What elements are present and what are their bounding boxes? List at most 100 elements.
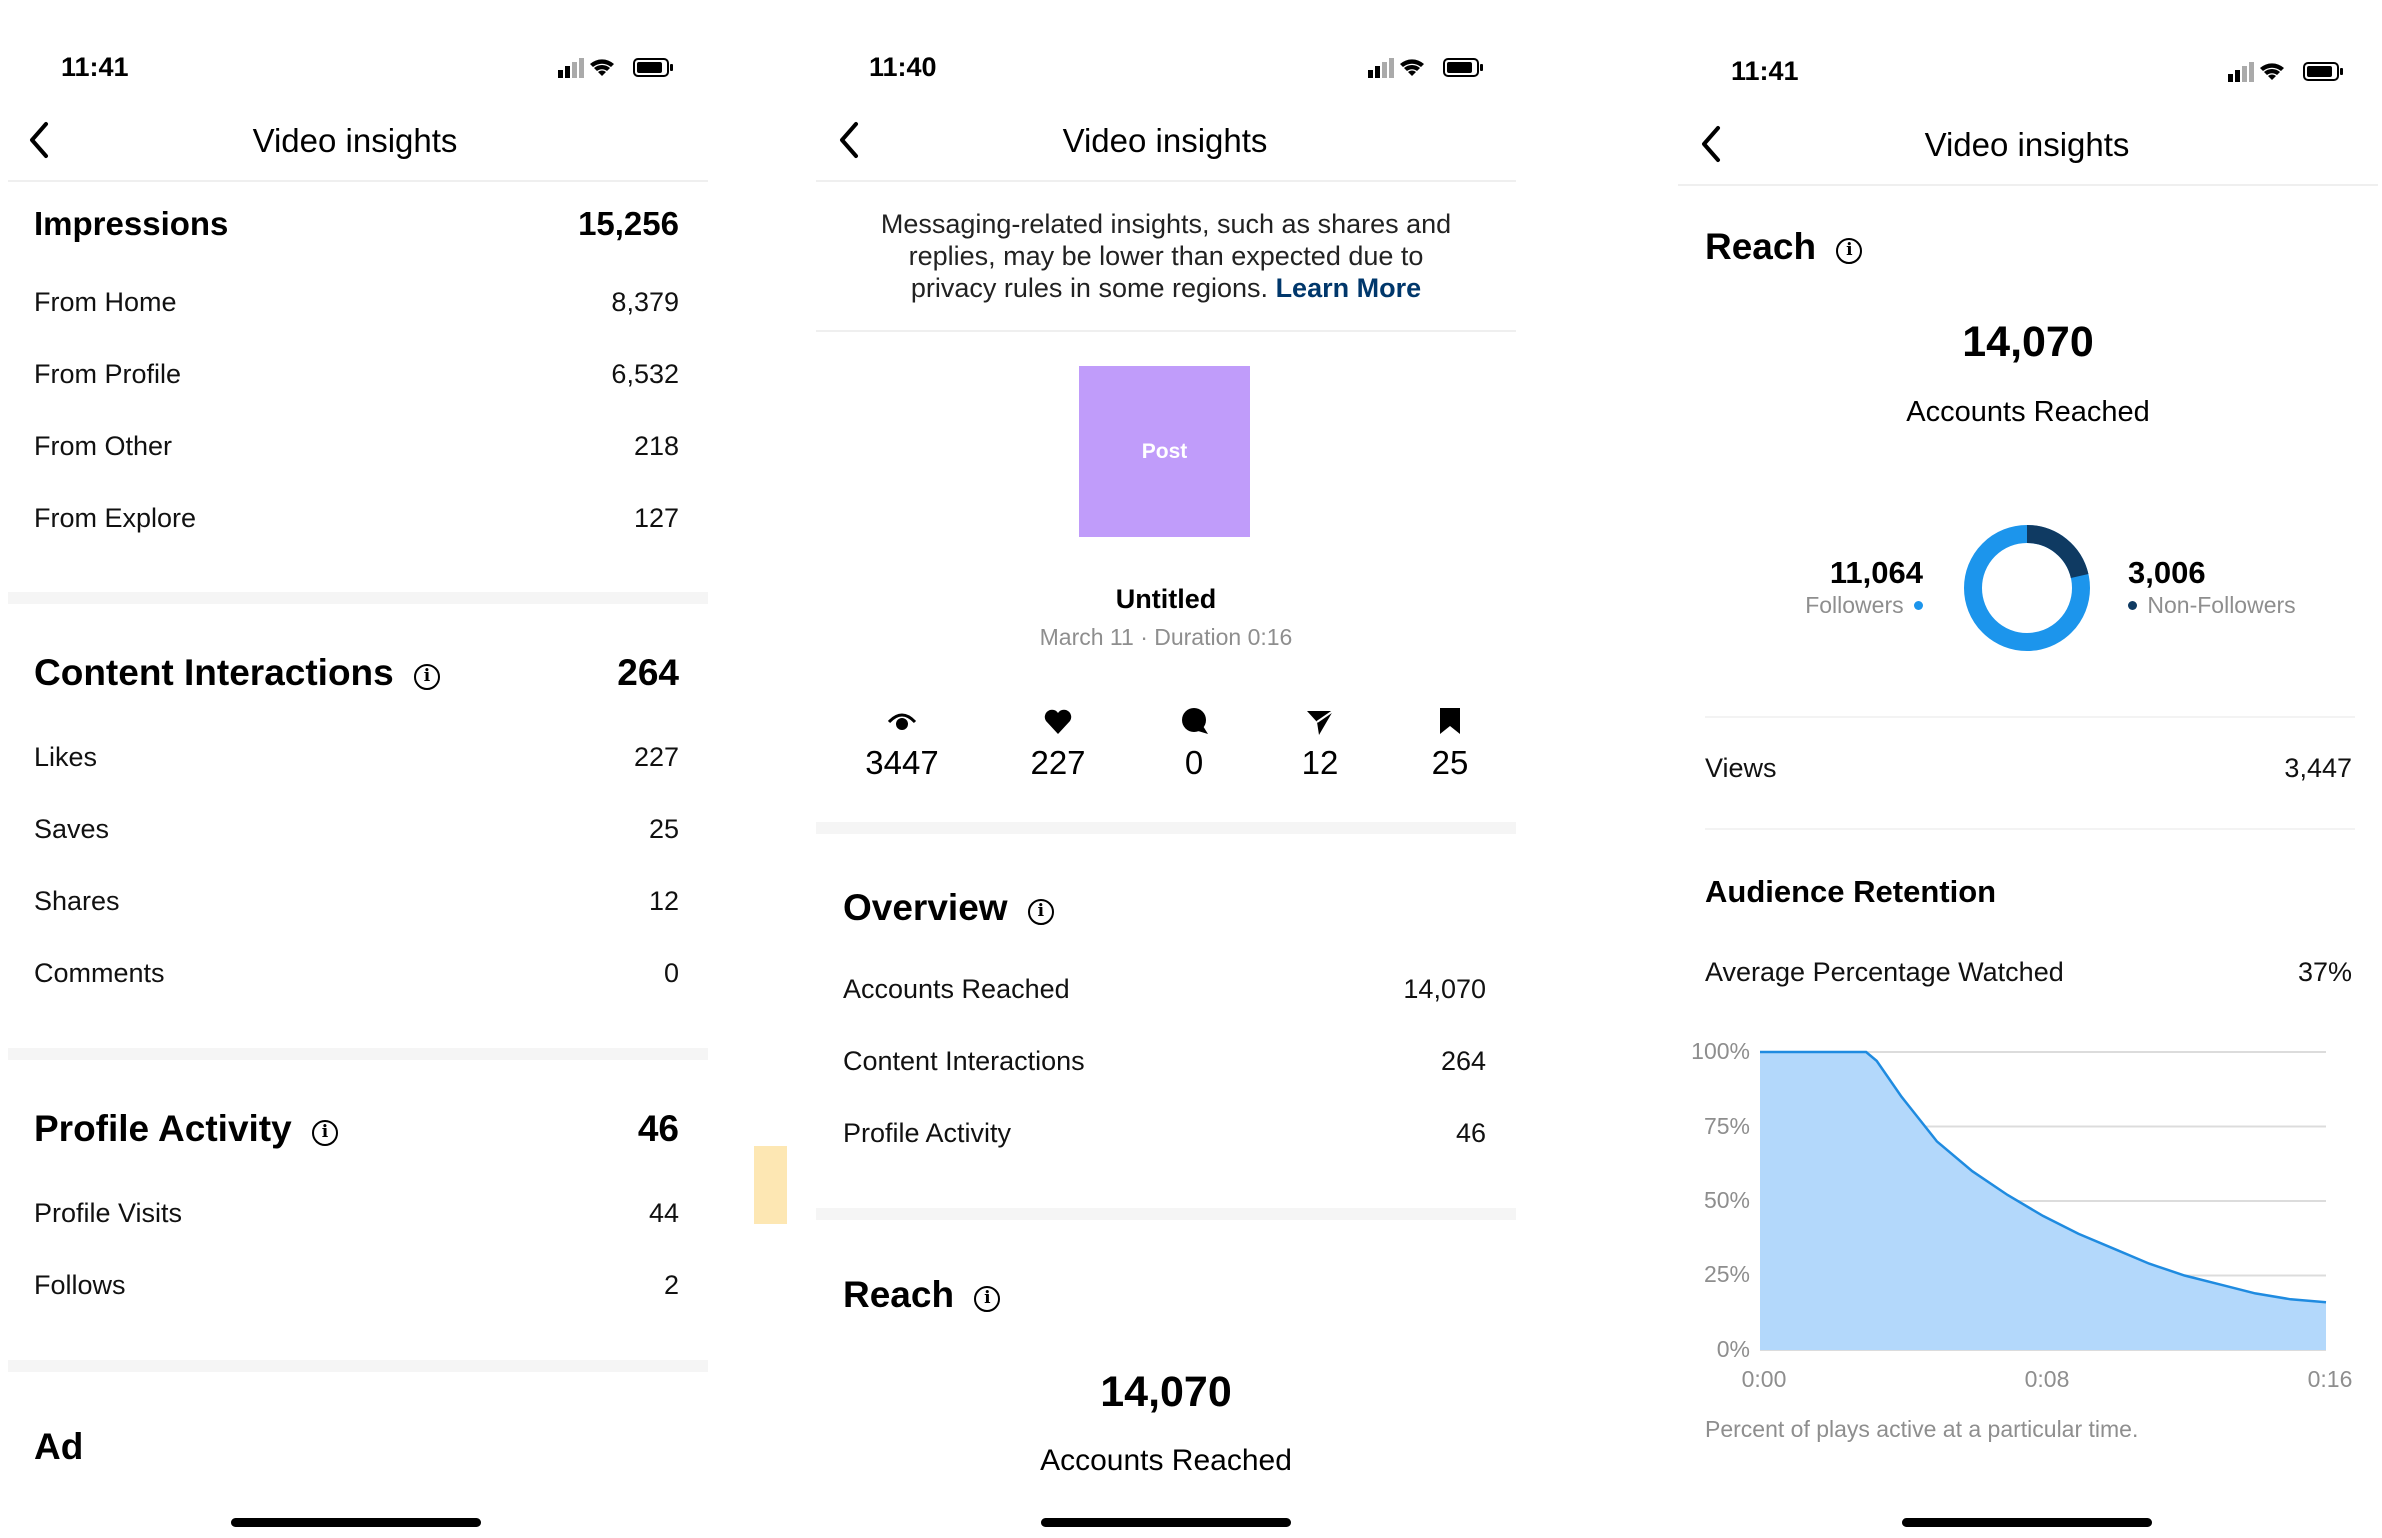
home-indicator[interactable] xyxy=(1041,1518,1291,1527)
post-title: Untitled xyxy=(1115,584,1217,614)
non-followers-value: 3,006 xyxy=(2128,555,2206,590)
ad-label: Ad xyxy=(34,1426,84,1467)
x-tick: 0:16 xyxy=(2307,1366,2353,1392)
page-title: Video insights xyxy=(1924,126,2130,163)
retention-chart xyxy=(1760,1050,2327,1351)
profile-activity-title: Profile Activity i xyxy=(34,1108,338,1150)
learn-more-link[interactable]: Learn More xyxy=(1275,273,1422,303)
likes-count: 227 xyxy=(1030,744,1086,781)
status-icons xyxy=(2228,62,2343,82)
row-value: 2 xyxy=(663,1270,679,1300)
profile-activity-value: 46 xyxy=(637,1108,679,1149)
wifi-icon xyxy=(590,59,614,76)
row-value: 8,379 xyxy=(611,287,679,317)
row-value: 218 xyxy=(633,431,679,461)
content-interactions-value: 264 xyxy=(617,652,679,693)
signal-icon xyxy=(1368,58,1394,78)
post-thumbnail[interactable]: Post xyxy=(1079,366,1250,537)
reach-title: Reach i xyxy=(843,1274,1001,1316)
reach-value: 14,070 xyxy=(1100,1368,1232,1416)
chart-caption: Percent of plays active at a particular … xyxy=(1705,1416,2139,1442)
row-label: From Other xyxy=(34,431,173,461)
views-value: 3,447 xyxy=(2284,753,2352,783)
status-icons xyxy=(558,58,673,78)
y-tick: 0% xyxy=(1716,1336,1750,1362)
signal-icon xyxy=(558,58,584,78)
avg-watched-value: 37% xyxy=(2297,957,2352,987)
status-time: 11:41 xyxy=(61,52,129,82)
x-tick: 0:00 xyxy=(1741,1366,1787,1392)
overview-label: Overview xyxy=(843,887,1008,928)
audience-retention-title: Audience Retention xyxy=(1705,874,1997,909)
row-label: From Profile xyxy=(34,359,182,389)
notice-line: Messaging-related insights, such as shar… xyxy=(880,209,1452,239)
back-arrow-icon[interactable] xyxy=(834,118,864,162)
home-indicator[interactable] xyxy=(231,1518,481,1527)
row-label: Likes xyxy=(34,742,98,772)
followers-dot xyxy=(1914,601,1923,610)
row-label: Comments xyxy=(34,958,165,988)
row-value: 0 xyxy=(663,958,679,988)
info-icon[interactable]: i xyxy=(1027,899,1054,925)
row-label: From Home xyxy=(34,287,177,317)
non-followers-dot xyxy=(2128,601,2137,610)
info-icon[interactable]: i xyxy=(311,1120,338,1146)
battery-icon xyxy=(633,58,673,77)
impressions-label: Impressions xyxy=(34,205,229,242)
reach-value: 14,070 xyxy=(1962,318,2094,366)
row-label: Accounts Reached xyxy=(843,974,1070,1004)
battery-icon xyxy=(1443,58,1483,77)
signal-icon xyxy=(2228,62,2254,82)
comment-icon xyxy=(1182,708,1208,734)
reach-caption: Accounts Reached xyxy=(1906,396,2150,428)
shares-count: 12 xyxy=(1301,744,1339,781)
row-value: 127 xyxy=(633,503,679,533)
wifi-icon xyxy=(1400,59,1424,76)
y-tick: 25% xyxy=(1703,1261,1750,1287)
bookmark-icon xyxy=(1440,708,1460,734)
row-value: 12 xyxy=(648,886,679,916)
donut-non-followers-arc xyxy=(1964,525,2090,651)
y-tick: 50% xyxy=(1703,1187,1750,1213)
views-label: Views xyxy=(1705,753,1777,783)
wifi-icon xyxy=(2260,63,2284,80)
status-time: 11:40 xyxy=(869,52,937,82)
notice-line: replies, may be lower than expected due … xyxy=(908,241,1424,271)
non-followers-label: Non-Followers xyxy=(2147,592,2296,618)
row-value: 25 xyxy=(648,814,679,844)
post-meta: March 11 · Duration 0:16 xyxy=(1039,624,1293,650)
row-label: Follows xyxy=(34,1270,126,1300)
messaging-notice: Messaging-related insights, such as shar… xyxy=(816,208,1516,304)
eye-icon xyxy=(887,713,917,730)
reach-label: Reach xyxy=(843,1274,955,1315)
followers-donut xyxy=(1964,525,2090,651)
info-icon[interactable]: i xyxy=(974,1286,1001,1312)
saves-count: 25 xyxy=(1431,744,1469,781)
followers-label: Followers xyxy=(1805,592,1904,618)
y-tick: 75% xyxy=(1703,1113,1750,1139)
back-arrow-icon[interactable] xyxy=(1696,122,1726,166)
reach-caption: Accounts Reached xyxy=(1040,1444,1292,1477)
status-icons xyxy=(1368,58,1483,78)
row-label: Shares xyxy=(34,886,120,916)
info-icon[interactable]: i xyxy=(1836,238,1863,264)
page-title: Video insights xyxy=(1062,122,1268,159)
reach-label: Reach xyxy=(1705,226,1817,267)
reach-title: Reach i xyxy=(1705,226,1863,268)
non-followers-legend: Non-Followers xyxy=(2128,592,2296,619)
row-label: From Explore xyxy=(34,503,197,533)
row-value: 6,532 xyxy=(611,359,679,389)
post-thumbnail-label: Post xyxy=(1141,439,1188,463)
y-tick: 100% xyxy=(1691,1038,1750,1064)
row-value: 264 xyxy=(1440,1046,1486,1076)
back-arrow-icon[interactable] xyxy=(24,118,54,162)
status-time: 11:41 xyxy=(1731,56,1799,86)
home-indicator[interactable] xyxy=(1902,1518,2152,1527)
impressions-value: 15,256 xyxy=(578,205,679,242)
followers-value: 11,064 xyxy=(1829,555,1923,590)
row-value: 14,070 xyxy=(1403,974,1486,1004)
row-label: Profile Visits xyxy=(34,1198,183,1228)
row-label: Content Interactions xyxy=(843,1046,1085,1076)
content-interactions-label: Content Interactions xyxy=(34,652,394,693)
info-icon[interactable]: i xyxy=(414,664,441,690)
